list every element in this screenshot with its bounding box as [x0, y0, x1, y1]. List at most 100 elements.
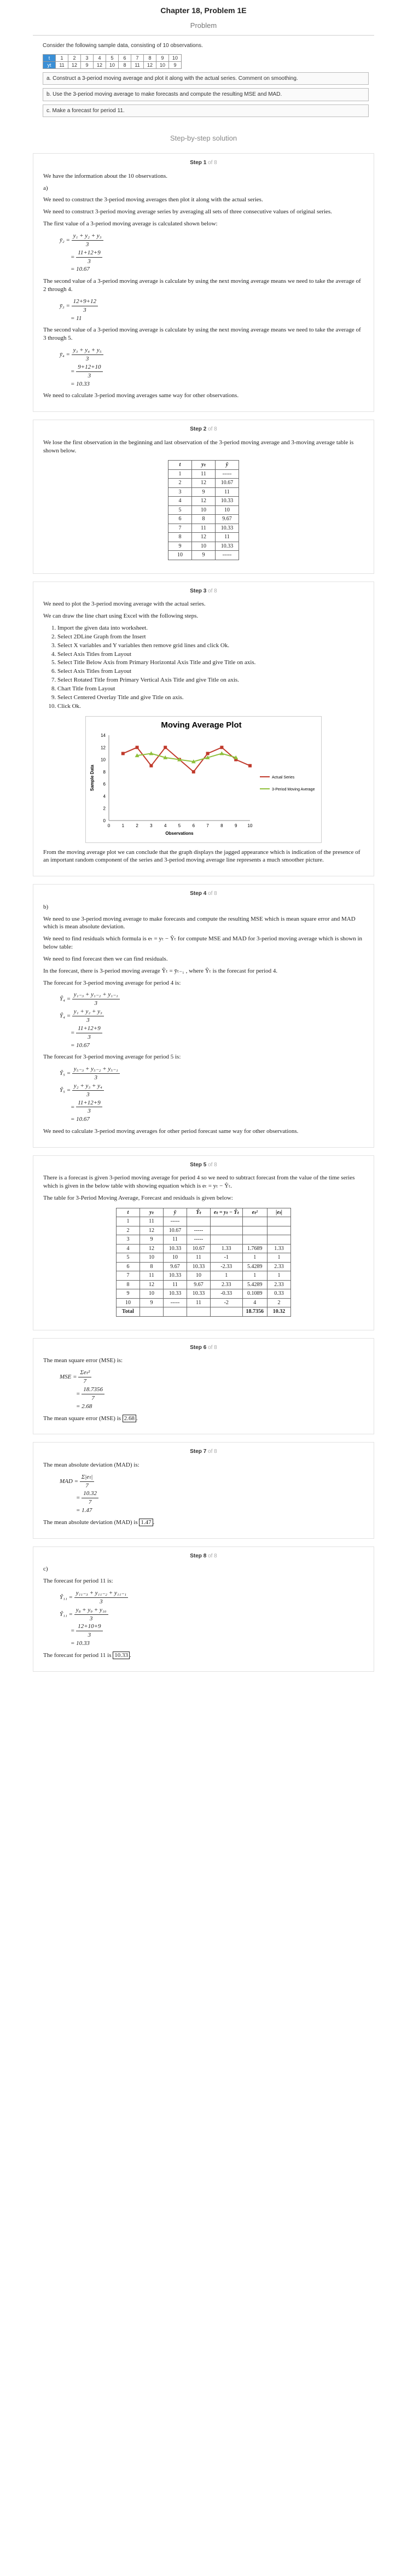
- legend-label: Actual Series: [272, 776, 295, 780]
- step-text: We need to construct the 3-period moving…: [43, 196, 263, 203]
- t-cell: 2: [68, 54, 81, 62]
- table-total-row: Total 18.7356 10.32: [115, 1307, 292, 1317]
- step-text: The second value of a 3-period moving av…: [43, 278, 361, 293]
- table-cell: 9.67: [215, 514, 239, 524]
- table-row: 3 9 11 -----: [115, 1235, 292, 1245]
- y-cell: 10: [156, 61, 169, 69]
- t-cell: 4: [93, 54, 106, 62]
- table-cell: Total: [115, 1307, 140, 1317]
- table-cell: 3: [168, 487, 192, 497]
- table-header: eₜ²: [242, 1207, 268, 1218]
- table-cell: 0.33: [267, 1289, 292, 1299]
- data-point: [121, 751, 125, 755]
- table-cell: 5.4289: [242, 1280, 268, 1290]
- table-cell: 11: [162, 1235, 187, 1245]
- y-tick-label: 8: [103, 769, 106, 774]
- table-cell: 1: [242, 1253, 268, 1263]
- x-tick-label: 7: [206, 823, 209, 828]
- table-cell: 2.33: [267, 1261, 292, 1272]
- data-point: [191, 759, 196, 763]
- table-cell: [267, 1235, 292, 1245]
- part-label: c): [43, 1566, 48, 1573]
- data-point: [163, 755, 168, 759]
- table-cell: -1: [210, 1253, 243, 1263]
- table-cell: [210, 1307, 243, 1317]
- part-c-box: c. Make a forecast for period 11.: [43, 104, 369, 118]
- answer-box: 10.33: [113, 1651, 130, 1659]
- x-tick-label: 3: [150, 823, 153, 828]
- sample-data-table: t 1 2 3 4 5 6 7 8 9 10 yt 11 12 9 12 10 8 11 12 10 9: [43, 54, 182, 69]
- table-row: 10 9 ----- 11 -2 4 2: [115, 1298, 292, 1308]
- table-row: 9 10 10.33: [168, 541, 239, 551]
- page: Chapter 18, Problem 1E Problem Consider …: [0, 0, 407, 1672]
- table-cell: [210, 1225, 243, 1236]
- table-cell: 10.32: [267, 1307, 292, 1317]
- table-cell: -2: [210, 1298, 243, 1308]
- moving-average-chart: Moving Average Plot 0 2 4 6 8 10 12 14 1 2 3 4 5 6 7 8 9 1…: [85, 716, 322, 843]
- y-cell: 8: [118, 61, 131, 69]
- y-cell: 12: [68, 61, 81, 69]
- x-tick-label: 6: [193, 823, 195, 828]
- table-cell: 12: [139, 1280, 164, 1290]
- table-cell: 9: [168, 541, 192, 551]
- data-point: [219, 751, 224, 755]
- list-item: Chart Title from Layout: [57, 685, 364, 693]
- table-cell: 12: [139, 1243, 164, 1254]
- table-row: 1 11 -----: [168, 469, 239, 479]
- step-text: In the forecast, there is 3-period movin…: [43, 967, 278, 974]
- y-tick-label: 14: [101, 733, 106, 738]
- step-text: The first value of a 3-period moving ave…: [43, 220, 218, 228]
- excel-steps-list: Import the given data into worksheet.Sel…: [43, 624, 364, 710]
- part-label: b): [43, 903, 49, 910]
- table-cell: -----: [215, 550, 239, 560]
- table-cell: 9: [115, 1289, 140, 1299]
- table-cell: 1.33: [267, 1243, 292, 1254]
- table-cell: 8: [168, 532, 192, 542]
- table-header: ȳ: [215, 460, 239, 470]
- table-cell: 2.33: [267, 1280, 292, 1290]
- step-5: Step 5 of 8 There is a forecast is given…: [33, 1155, 374, 1330]
- equation: Ŷ₄ = y₁₋₃ + y₁₋₂ + y₁₋₁ 3 Ŷ₄ = y₁ + y₂ + …: [60, 991, 364, 1049]
- table-row: 6 8 9.67: [168, 514, 239, 524]
- t-row: t 1 2 3 4 5 6 7 8 9 10: [43, 54, 182, 62]
- t-cell: 3: [80, 54, 94, 62]
- equation: Ŷ₅ = y₅₋₃ + y₅₋₂ + y₅₋₁ 3 Ŷ₅ = y₂ + y₃ + …: [60, 1065, 364, 1124]
- step-label: Step 4 of 8: [190, 891, 217, 897]
- table-header: eₜ = yₜ − Ŷₜ: [210, 1207, 243, 1218]
- step-3: Step 3 of 8 We need to plot the 3-period…: [33, 581, 374, 877]
- y-cell: 12: [93, 61, 106, 69]
- table-cell: 10: [191, 505, 216, 515]
- step-label: Step 7 of 8: [190, 1449, 217, 1455]
- list-item: Select X variables and Y variables then …: [57, 642, 364, 650]
- table-header: ȳ: [162, 1207, 187, 1218]
- step-6: Step 6 of 8 The mean square error (MSE) …: [33, 1338, 374, 1435]
- table-cell: 6: [168, 514, 192, 524]
- table-cell: [267, 1217, 292, 1226]
- y-row: yt 11 12 9 12 10 8 11 12 10 9: [43, 61, 182, 69]
- table-cell: 1: [210, 1271, 243, 1281]
- data-point: [206, 751, 210, 755]
- table-cell: 12: [191, 496, 216, 506]
- table-row: 9 10 10.33 10.33 -0.33 0.1089 0.33: [115, 1289, 292, 1299]
- list-item: Select Title Below Axis from Primary Hor…: [57, 659, 364, 667]
- table-cell: 12: [191, 532, 216, 542]
- table-cell: -----: [162, 1298, 187, 1308]
- y-tick-label: 10: [101, 757, 106, 762]
- conclusion: The mean absolute deviation (MAD) is 1.4…: [43, 1518, 155, 1526]
- y-cell: 11: [55, 61, 68, 69]
- table-cell: 7: [168, 523, 192, 533]
- table-cell: 1: [168, 469, 192, 479]
- step-text: We need to plot the 3-period moving aver…: [43, 601, 206, 608]
- table-cell: 11: [162, 1280, 187, 1290]
- y-cell: 12: [143, 61, 156, 69]
- table-header: t: [115, 1207, 140, 1218]
- table-row: 7 11 10.33: [168, 523, 239, 533]
- table-header: Ŷₜ: [186, 1207, 211, 1218]
- step-4: Step 4 of 8 b) We need to use 3-period m…: [33, 884, 374, 1148]
- table-cell: 1.33: [210, 1243, 243, 1254]
- table-cell: [242, 1225, 268, 1236]
- table-cell: 1.7689: [242, 1243, 268, 1254]
- t-cell: 6: [118, 54, 131, 62]
- list-item: Select Axis Titles from Layout: [57, 667, 364, 676]
- part-b-box: b. Use the 3-period moving average to ma…: [43, 88, 369, 101]
